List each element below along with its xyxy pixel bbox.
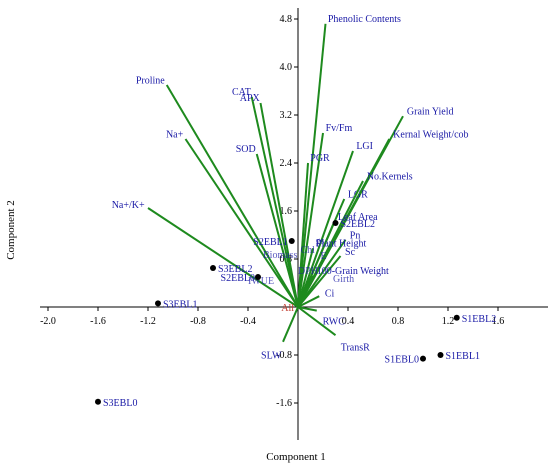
x-tick-label: 0.8 [392, 316, 405, 327]
sample-point-label: S3EBL1 [163, 299, 197, 310]
loading-vector [297, 239, 347, 308]
x-tick-label: 0.4 [342, 316, 355, 327]
loading-vector [297, 150, 354, 308]
vector-label: SOD [236, 144, 256, 155]
loading-vector [259, 102, 299, 308]
sample-point [420, 355, 426, 362]
vector-label: IWUE [248, 276, 274, 287]
x-tick-label: 1.6 [492, 316, 505, 327]
loading-vector [250, 96, 299, 308]
vector-label: Girth [333, 274, 354, 285]
vector-label: Chl [301, 245, 316, 256]
vector-label: Grain Yield [407, 107, 454, 118]
x-tick-label: -1.6 [90, 316, 106, 327]
sample-points: S1EBL2S1EBL1S1EBL0S2EBL2S2EBL1S2EBL0S3EB… [95, 219, 496, 409]
y-tick-label: 2.4 [280, 158, 293, 169]
x-tick-label: 1.2 [442, 316, 455, 327]
x-axis-title: Component 1 [266, 451, 326, 463]
x-ticks: -2.0 -1.6 -1.2 -0.8 -0.4 0.4 0.8 1.2 1.6 [40, 307, 504, 327]
origin-label: All [281, 303, 294, 314]
vector-label: Proline [136, 76, 165, 87]
sample-point [255, 274, 261, 280]
vector-label: Sc [345, 247, 356, 258]
sample-point-label: S1EBL2 [462, 314, 496, 325]
vector-label: DPH [298, 266, 318, 277]
sample-point [437, 352, 444, 358]
loading-vector [165, 84, 299, 308]
vector-label: CAT [232, 87, 251, 98]
y-tick-label: 1.6 [280, 206, 293, 217]
vector-label: APX [240, 93, 261, 104]
sample-point [453, 314, 460, 321]
loading-vector [255, 153, 299, 308]
sample-point [95, 398, 101, 405]
y-tick-label: 4.8 [280, 14, 293, 25]
sample-point-label: S1EBL1 [446, 351, 480, 362]
y-tick-label: -0.8 [276, 350, 292, 361]
loading-vector [297, 23, 327, 308]
vector-label: 100-Grain Weight [317, 266, 389, 277]
loading-vector [297, 306, 317, 312]
y-tick-label: 4.0 [280, 62, 293, 73]
sample-point-label: S1EBL0 [385, 355, 419, 366]
sample-point-label: S3EBL2 [218, 264, 252, 275]
vector-label: SLW [261, 350, 282, 361]
sample-point-label: S2EBL1 [253, 237, 287, 248]
loading-vector [297, 275, 314, 308]
vector-label: TransR [341, 343, 370, 354]
loading-vector [297, 306, 337, 336]
vector-label: No.Kernels [367, 171, 413, 182]
y-tick-label: -1.6 [276, 398, 292, 409]
vector-label: Plant Height [316, 238, 366, 249]
vector-label: Biomass [263, 250, 298, 261]
x-tick-label: -0.8 [190, 316, 206, 327]
sample-point [210, 265, 216, 271]
sample-point-label: S2EBL2 [341, 219, 375, 230]
loading-vector [297, 247, 314, 308]
vector-label: gs [316, 236, 325, 247]
x-tick-label: -0.4 [240, 316, 256, 327]
loading-vector [297, 132, 324, 308]
vector-label: Fv/Fm [326, 123, 353, 134]
sample-point [288, 238, 295, 244]
sample-point [332, 220, 339, 226]
vector-label: Pn [350, 231, 361, 242]
vector-label: PGR [310, 153, 330, 164]
vectors: Phenolic Contents Grain Yield Kernal Weigh… [112, 14, 469, 362]
loading-vector [297, 255, 342, 308]
vector-label: Leaf Area [338, 212, 378, 223]
loading-vector [282, 306, 299, 343]
vector-label: Na+ [166, 130, 184, 141]
x-tick-label: -2.0 [40, 316, 56, 327]
sample-point [155, 300, 161, 307]
vector-label: Kernal Weight/cob [393, 129, 468, 140]
y-tick-label: 3.2 [280, 110, 293, 121]
sample-point-label: S3EBL0 [103, 398, 137, 409]
vector-label: Phenolic Contents [328, 14, 401, 25]
y-axis-title: Component 2 [5, 200, 17, 260]
loading-vector [147, 207, 299, 308]
loading-vector [184, 138, 299, 308]
vector-label: Ci [325, 288, 335, 299]
x-tick-label: -1.2 [140, 316, 156, 327]
axes [40, 8, 548, 440]
sample-point-label: S2EBL0 [221, 273, 255, 284]
loading-vector [297, 162, 309, 308]
vector-label: Na+/K+ [112, 200, 145, 211]
vector-label: E [321, 251, 327, 262]
loading-vector [297, 295, 320, 308]
vector-label: LGI [356, 141, 373, 152]
vector-label: LGR [348, 189, 368, 200]
vector-label: RWC [323, 316, 346, 327]
